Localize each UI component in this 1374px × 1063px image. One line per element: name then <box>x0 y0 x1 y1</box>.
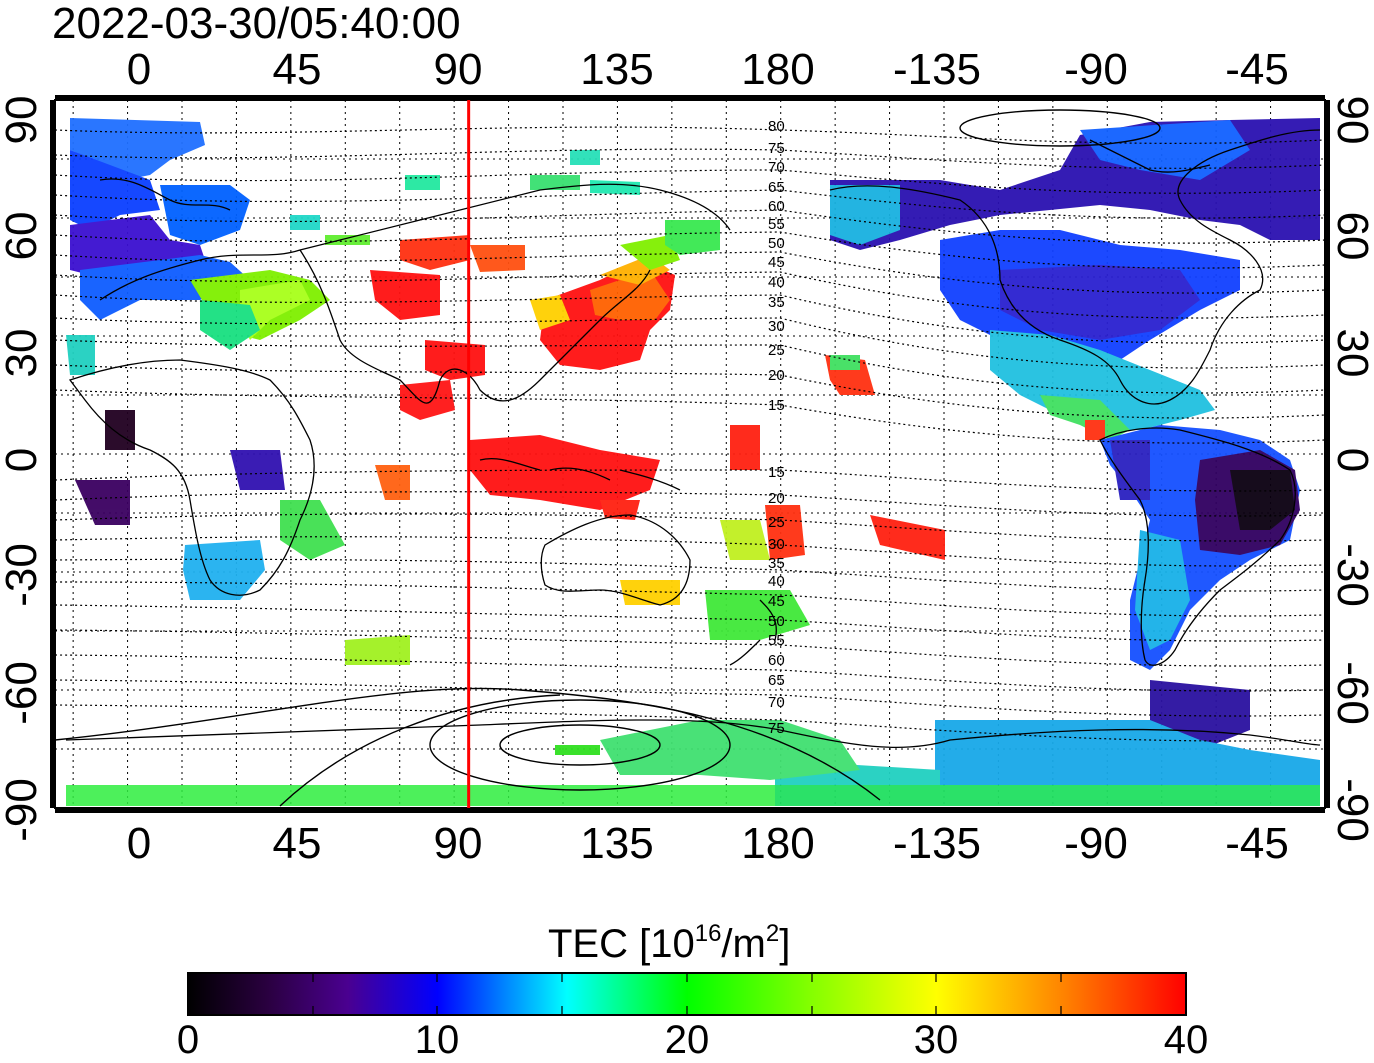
contour-label: 60 <box>768 652 785 669</box>
colorbar-tick-label: 40 <box>1163 1018 1209 1062</box>
bottom-tick-label: 90 <box>433 819 483 868</box>
top-tick-label: -135 <box>892 45 982 94</box>
top-tick-label: 45 <box>272 45 322 94</box>
contour-label: 80 <box>768 118 785 135</box>
colorbar-title: TEC [1016/m2] <box>548 920 791 966</box>
contour-label: 70 <box>768 694 785 711</box>
page-title: 2022-03-30/05:40:00 <box>52 0 461 48</box>
contour-label: 65 <box>768 672 785 689</box>
colorbar-tick-label: 10 <box>414 1018 460 1062</box>
top-tick-label: 135 <box>580 45 654 94</box>
tec-data-patches <box>66 118 1320 806</box>
contour-lines <box>55 126 1325 742</box>
contour-label: 60 <box>768 198 785 215</box>
top-tick-label: 180 <box>741 45 815 94</box>
contour-label: 15 <box>768 397 785 414</box>
contour-label: 45 <box>768 254 785 271</box>
colorbar-tick-label: 0 <box>176 1018 200 1062</box>
frame-tick-bars <box>50 95 1330 813</box>
contour-label: 50 <box>768 613 785 630</box>
bottom-tick-label: 135 <box>580 819 654 868</box>
top-tick-label: 0 <box>126 45 152 94</box>
contour-label: 65 <box>768 179 785 196</box>
contour-labels: 80 75 70 65 60 55 50 45 40 35 30 25 20 1… <box>768 118 785 737</box>
contour-label: 75 <box>768 140 785 157</box>
contour-label: 40 <box>768 573 785 590</box>
bottom-tick-label: -90 <box>1064 819 1128 868</box>
contour-label: 25 <box>768 342 785 359</box>
contour-label: 30 <box>768 318 785 335</box>
contour-label: 35 <box>768 294 785 311</box>
contour-label: 40 <box>768 274 785 291</box>
bottom-tick-label: -45 <box>1225 819 1289 868</box>
bottom-tick-label: 0 <box>126 819 152 868</box>
contour-label: 55 <box>768 632 785 649</box>
colorbar-tick-label: 30 <box>913 1018 959 1062</box>
top-tick-label: -45 <box>1225 45 1289 94</box>
contour-label: 75 <box>768 720 785 737</box>
contour-label: 50 <box>768 235 785 252</box>
colorbar-ticks <box>312 973 1062 1015</box>
contour-label: 45 <box>768 593 785 610</box>
bottom-tick-label: -135 <box>892 819 982 868</box>
contour-label: 70 <box>768 159 785 176</box>
colorbar-tick-label: 20 <box>664 1018 710 1062</box>
bottom-tick-label: 180 <box>741 819 815 868</box>
contour-label: 25 <box>768 514 785 531</box>
contour-label: 35 <box>768 555 785 572</box>
contour-label: 30 <box>768 536 785 553</box>
bottom-tick-label: 45 <box>272 819 322 868</box>
contour-label: 15 <box>768 464 785 481</box>
contour-label: 20 <box>768 490 785 507</box>
contour-label: 20 <box>768 367 785 384</box>
top-tick-label: -90 <box>1064 45 1128 94</box>
coastlines <box>65 129 1321 749</box>
contour-label: 55 <box>768 216 785 233</box>
top-tick-label: 90 <box>433 45 483 94</box>
